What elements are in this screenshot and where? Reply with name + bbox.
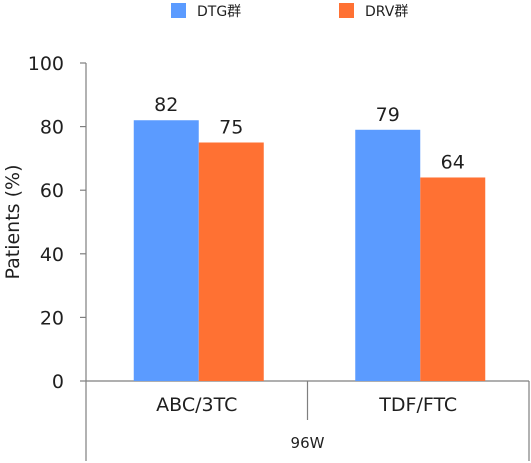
legend-label-0: DTG群 — [197, 4, 241, 20]
data-label-1-1: 64 — [441, 151, 465, 173]
y-tick-label-100: 100 — [28, 53, 64, 75]
data-label-1-0: 75 — [219, 117, 243, 139]
y-axis-title: Patients (%) — [2, 165, 24, 280]
bar-0-0 — [133, 120, 199, 382]
y-tick-label-40: 40 — [40, 244, 64, 266]
category-label-0: ABC/3TC — [156, 394, 237, 416]
legend-swatch-0 — [171, 3, 186, 18]
y-tick-label-0: 0 — [52, 371, 64, 393]
bar-1-0 — [198, 142, 264, 381]
data-labels: 82 75 79 64 — [154, 94, 465, 173]
legend-label-1: DRV群 — [365, 4, 408, 20]
axes: 0 20 40 60 80 100 Patients (%) ABC/3TC TDF/FTC 96… — [2, 53, 530, 461]
group-label: 96W — [291, 434, 325, 452]
bar-1-1 — [420, 177, 486, 381]
legend: DTG群 DRV群 — [171, 3, 408, 20]
y-tick-label-80: 80 — [40, 117, 64, 139]
bar-0-1 — [355, 129, 421, 381]
category-label-1: TDF/FTC — [378, 394, 457, 416]
legend-swatch-1 — [339, 3, 354, 18]
data-label-0-1: 79 — [376, 104, 400, 126]
y-tick-label-60: 60 — [40, 180, 64, 202]
data-label-0-0: 82 — [154, 94, 178, 116]
bars — [133, 120, 486, 382]
y-tick-label-20: 20 — [40, 307, 64, 329]
